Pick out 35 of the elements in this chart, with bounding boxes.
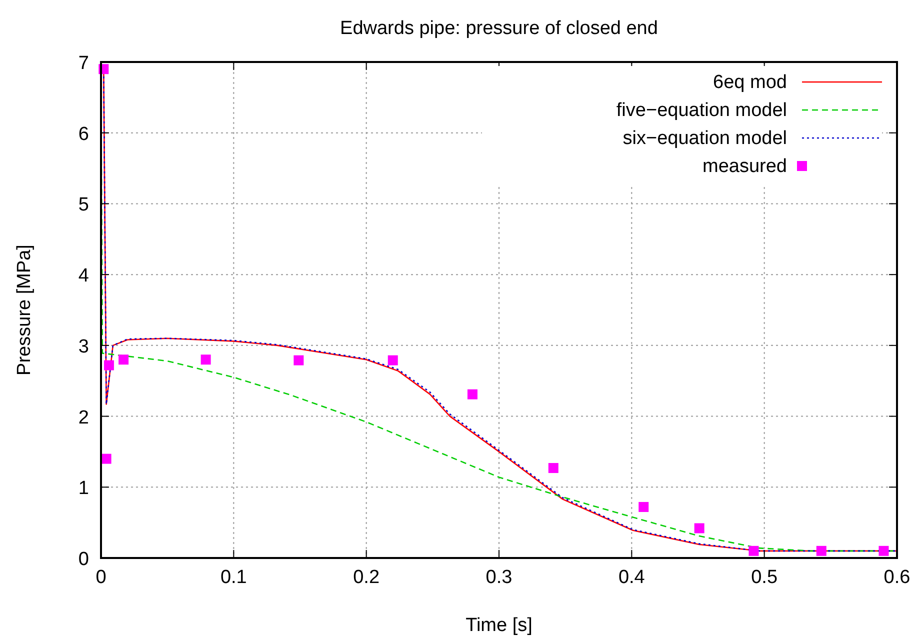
point (748, 546, 759, 556)
point (467, 389, 478, 400)
y-tick-label: 3 (78, 336, 89, 358)
y-tick-label: 2 (78, 407, 89, 428)
x-tick-label: 0.1 (220, 567, 247, 588)
legend-label: measured (702, 156, 787, 177)
x-tick-label: 0.5 (751, 567, 778, 588)
x-tick-label: 0 (96, 567, 106, 588)
point (104, 360, 114, 370)
point (548, 463, 558, 474)
x-tick-label: 0.6 (884, 567, 910, 588)
x-tick-label: 0.2 (353, 567, 380, 588)
y-axis-title: Pressure [MPa] (14, 244, 35, 376)
y-tick-label: 4 (78, 266, 90, 287)
chart-title: Edwards pipe: pressure of closed end (340, 18, 658, 39)
point (816, 546, 826, 556)
x-tick-label: 0.3 (486, 567, 512, 588)
legend-label: five−equation model (616, 100, 787, 121)
legend-label: six−equation model (622, 128, 787, 149)
point (200, 354, 211, 365)
x-axis-title: Time [s] (466, 615, 532, 636)
x-tick-label: 0.4 (618, 567, 646, 588)
point (638, 502, 649, 512)
point (118, 354, 129, 365)
point (878, 546, 889, 556)
y-tick-label: 7 (78, 53, 89, 74)
y-tick-label: 1 (78, 478, 89, 500)
point (694, 523, 704, 534)
point (294, 355, 304, 366)
point (101, 454, 112, 464)
legend-label: 6eq mod (713, 72, 787, 93)
y-tick-label: 5 (78, 194, 89, 216)
y-tick-label: 0 (78, 549, 89, 570)
y-tick-label: 6 (78, 124, 89, 145)
point (388, 355, 398, 366)
